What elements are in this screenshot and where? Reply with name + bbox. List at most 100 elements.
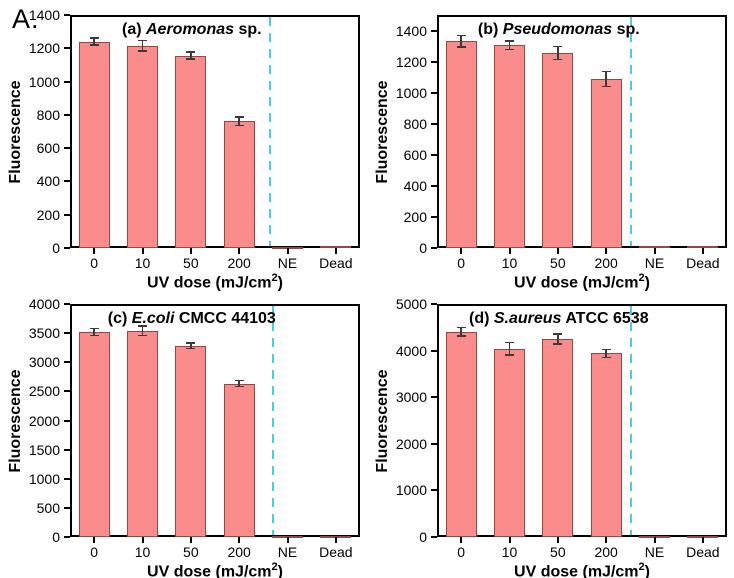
bar-50 — [175, 346, 207, 537]
y-axis-tick — [64, 213, 70, 216]
y-axis-tick — [431, 396, 437, 399]
y-axis-tick-label: 2000 — [28, 412, 60, 429]
y-axis-tick-label: 1400 — [395, 22, 427, 39]
x-axis-label-part: 2 — [638, 561, 645, 573]
y-axis-tick — [431, 60, 437, 63]
x-axis-tick — [605, 537, 608, 543]
error-bar-cap-bottom — [601, 85, 611, 88]
x-axis-label: UV dose (mJ/cm2) — [147, 272, 283, 292]
x-axis-tick-label: Dead — [319, 544, 353, 560]
error-bar-cap-bottom — [186, 347, 196, 350]
x-axis-tick — [334, 248, 337, 254]
x-axis-tick-label: 50 — [183, 544, 199, 560]
error-bar-cap-bottom — [234, 124, 244, 127]
x-axis-tick-label: NE — [644, 544, 665, 560]
error-bar-cap-top — [601, 70, 611, 73]
error-bar-cap-bottom — [89, 334, 99, 337]
bar-0 — [445, 41, 477, 248]
x-axis-tick-label: 10 — [501, 544, 518, 560]
y-axis-tick-label: 0 — [52, 529, 60, 545]
x-axis-tick-label: 0 — [457, 255, 466, 271]
plot-box — [437, 304, 727, 537]
error-bar-cap-bottom — [505, 354, 514, 356]
chart-panel-a: 0 200 400 600 800 1000 1200 1400 Fluorescence 0 10… — [0, 0, 367, 292]
y-axis-tick — [431, 153, 437, 156]
error-bar-cap-bottom — [234, 385, 244, 388]
y-axis-tick — [64, 506, 70, 509]
bar-10 — [494, 349, 525, 537]
divider-line — [272, 306, 274, 535]
y-axis-tick — [64, 332, 70, 335]
y-axis-label: Fluorescence — [374, 79, 391, 184]
y-axis-tick — [64, 47, 70, 50]
plot-box — [437, 15, 727, 248]
x-axis-label: UV dose (mJ/cm2) — [514, 561, 650, 578]
y-axis-tick-label: 1200 — [395, 53, 427, 70]
x-axis-tick-label: 50 — [183, 255, 199, 271]
y-axis-tick — [431, 489, 437, 492]
bar-50 — [542, 339, 574, 537]
x-axis-tick-label: 0 — [90, 255, 99, 271]
panel-title-part: sp. — [234, 21, 262, 38]
error-bar-cap-bottom — [456, 335, 466, 337]
x-axis-label-part: 2 — [271, 561, 278, 573]
x-axis-label-part: 2 — [271, 272, 278, 284]
error-bar-cap-top — [89, 327, 99, 330]
x-axis-tick-label: Dead — [686, 544, 720, 560]
y-axis-tick-label: 1500 — [28, 441, 60, 458]
x-axis-tick — [701, 537, 704, 543]
x-axis-tick — [605, 248, 608, 254]
x-axis-tick — [460, 248, 463, 254]
x-axis-tick — [334, 537, 337, 543]
x-axis-tick — [141, 537, 144, 543]
y-axis-tick-label: 1000 — [395, 84, 427, 101]
error-bar — [141, 40, 144, 51]
y-axis-tick — [64, 80, 70, 83]
y-axis-tick — [64, 180, 70, 183]
panel-title-part: S.aureus — [493, 310, 562, 327]
error-bar-cap-bottom — [456, 46, 466, 48]
error-bar — [605, 71, 607, 87]
error-bar-cap-top — [553, 45, 563, 48]
divider-line — [269, 17, 272, 246]
y-axis-tick — [431, 303, 437, 305]
bar-0 — [78, 42, 110, 248]
error-bar-cap-bottom — [505, 48, 514, 51]
chart-panel-b: 0 200 400 600 800 1000 1200 1400 Fluorescence 0 10… — [367, 0, 734, 292]
x-axis-label-part: UV dose (mJ/cm — [147, 563, 272, 578]
error-bar — [605, 349, 607, 358]
error-bar — [508, 41, 511, 50]
y-axis-tick-label: 2500 — [28, 383, 60, 400]
error-bar-cap-top — [456, 34, 466, 37]
error-bar-cap-bottom — [553, 58, 563, 61]
x-axis-tick-label: 10 — [501, 255, 518, 271]
y-axis-tick-label: 1000 — [28, 73, 60, 90]
error-bar — [93, 38, 95, 45]
x-axis-tick — [556, 537, 559, 543]
y-axis-tick-label: 3000 — [28, 354, 60, 371]
y-axis-tick-label: 500 — [36, 499, 60, 516]
panel-title-part: Pseudomonas — [502, 21, 613, 38]
panel-title-part: (d) — [468, 310, 494, 327]
x-axis-label: UV dose (mJ/cm2) — [147, 561, 283, 578]
panel-title-part: (a) — [122, 21, 146, 38]
y-axis-tick-label: 1200 — [28, 40, 60, 57]
bar-10 — [494, 45, 525, 248]
error-bar-cap-top — [234, 116, 244, 118]
y-axis-tick — [64, 419, 70, 422]
y-axis-tick — [64, 14, 70, 16]
error-bar-cap-top — [505, 341, 514, 344]
error-bar-cap-top — [89, 37, 99, 39]
error-bar-cap-top — [138, 325, 147, 327]
bar-10 — [127, 46, 158, 248]
x-axis-label: UV dose (mJ/cm2) — [514, 272, 650, 292]
error-bar — [190, 52, 192, 59]
x-axis-tick — [508, 537, 511, 543]
panel-title-part: CMCC 44103 — [174, 310, 276, 327]
y-axis-tick — [431, 442, 437, 445]
error-bar-cap-bottom — [601, 356, 611, 359]
y-axis-label: Fluorescence — [7, 79, 24, 184]
y-axis-tick-label: 200 — [36, 206, 60, 223]
x-axis-label-part: ) — [644, 563, 650, 578]
